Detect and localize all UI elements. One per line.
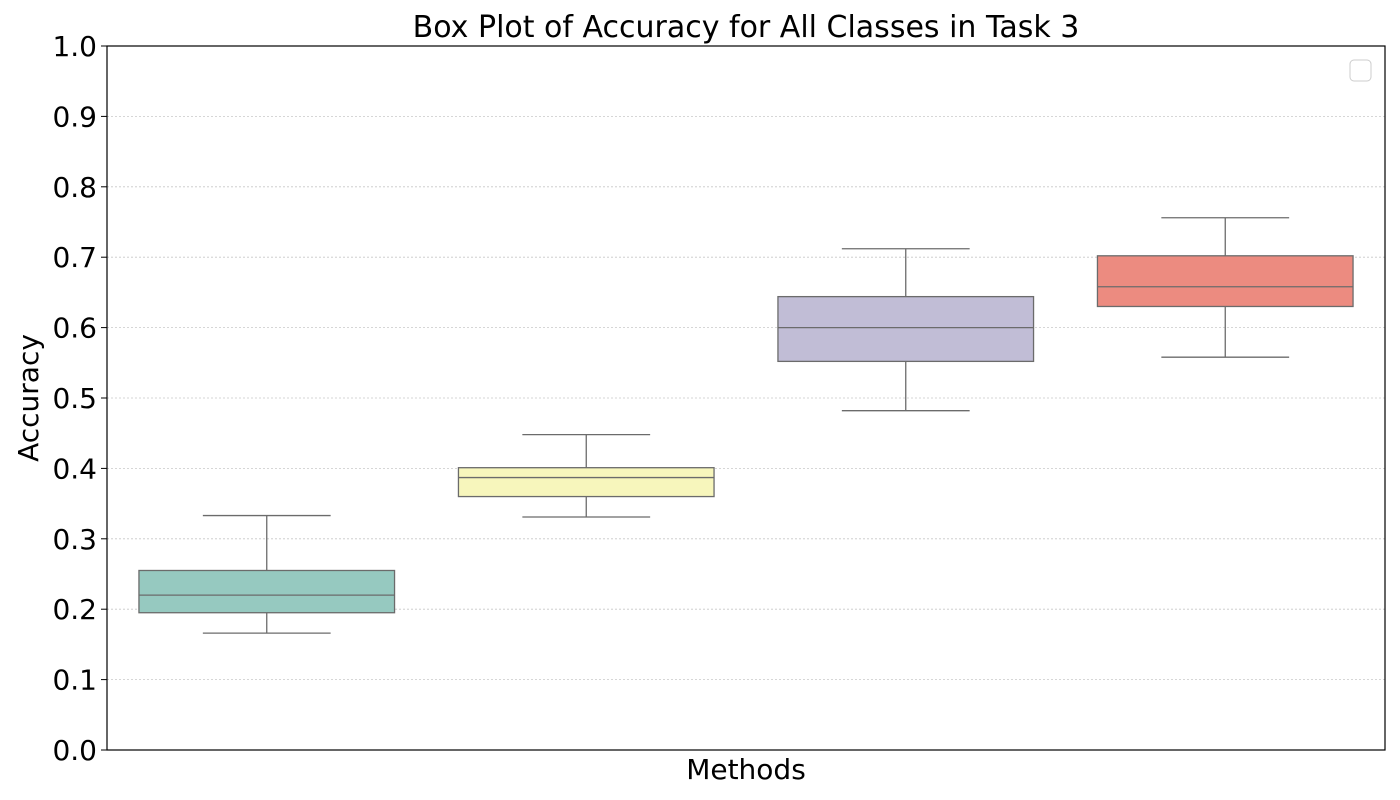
y-tick-label: 0.2 [52, 593, 97, 626]
y-axis-ticks: 0.0 0.1 0.2 0.3 0.4 0.5 0.6 0.7 0.8 0.9 1.0 [52, 30, 107, 767]
y-tick-label: 0.1 [52, 664, 97, 697]
y-tick-label: 0.4 [52, 452, 97, 485]
box-3 [777, 248, 1035, 412]
y-tick-label: 0.8 [52, 171, 97, 204]
iqr-box [457, 467, 715, 498]
y-tick-label: 0.5 [52, 382, 97, 415]
y-tick-label: 0.3 [52, 523, 97, 556]
iqr-box [777, 295, 1035, 363]
chart-title: Box Plot of Accuracy for All Classes in … [413, 10, 1080, 45]
box-2 [457, 433, 715, 518]
box-1 [138, 514, 396, 634]
y-tick-label: 0.6 [52, 312, 97, 345]
y-axis-label: Accuracy [12, 334, 45, 462]
legend-box [1349, 59, 1372, 82]
y-tick-label: 1.0 [52, 30, 97, 63]
iqr-box [1096, 255, 1354, 308]
y-tick-label: 0.9 [52, 100, 97, 133]
box-series [138, 217, 1354, 634]
iqr-box [138, 569, 396, 614]
x-axis-label: Methods [686, 753, 806, 786]
box-4 [1096, 217, 1354, 358]
y-tick-label: 0.7 [52, 241, 97, 274]
y-tick-label: 0.0 [52, 734, 97, 767]
